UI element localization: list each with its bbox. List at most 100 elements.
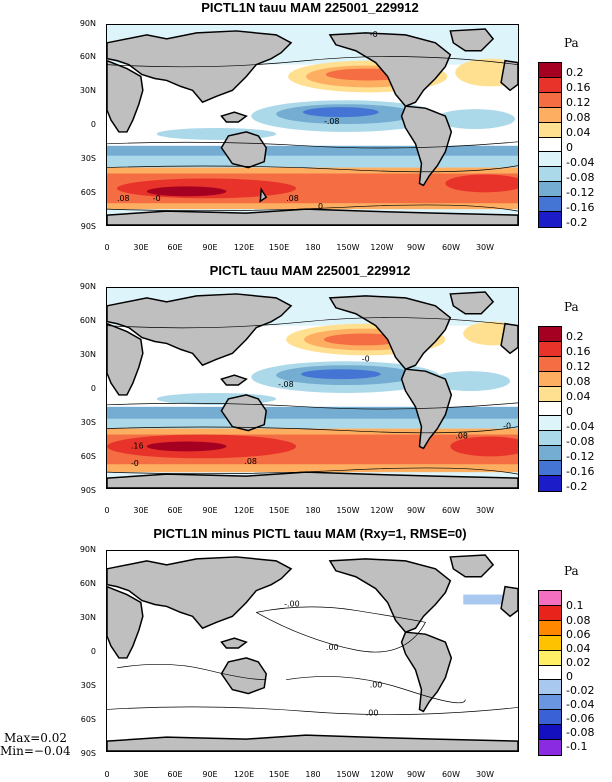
panel1-lat-tick: 90N <box>79 19 96 28</box>
panel3-lon-tick: 120E <box>233 770 255 779</box>
colorbar-swatch <box>539 92 561 108</box>
panel2-map-svg: -0 -.08 .16 -0 .08 .08 -0 <box>107 288 518 488</box>
panel3-colorbar-label: 0.08 <box>566 614 591 627</box>
panel3-colorbar-label: -0.02 <box>566 684 595 697</box>
colorbar-swatch <box>539 725 561 741</box>
colorbar-swatch <box>539 152 561 168</box>
panel1-map-svg: -0 -.08 .08 -0 .08 0 <box>107 25 518 225</box>
colorbar-swatch <box>539 212 561 227</box>
panel1-contour-label: -.08 <box>324 117 340 126</box>
panel1-lat-tick: 0 <box>90 120 96 129</box>
colorbar-swatch <box>539 461 561 477</box>
panel3-lon-tick: 30W <box>475 770 495 779</box>
panel1-lon-tick: 120E <box>233 243 255 252</box>
panel3-title: PICTL1N minus PICTL tauu MAM (Rxy=1, RMS… <box>153 526 467 541</box>
panel3-contour-label: -.00 <box>284 599 300 608</box>
panel1-colorbar-label: 0.04 <box>566 126 591 139</box>
panel1-contour-label: -0 <box>370 30 378 39</box>
panel1-lon-tick: 150W <box>336 243 360 252</box>
panel2-lon-tick: 150W <box>336 506 360 515</box>
panel2-colorbar-label: -0.16 <box>566 465 595 478</box>
panel2-lon-tick: 30E <box>133 506 149 515</box>
panel3-lat-tick: 90S <box>80 749 96 758</box>
panel3-colorbar-label: 0.04 <box>566 642 591 655</box>
colorbar-swatch <box>539 476 561 491</box>
colorbar-swatch <box>539 431 561 447</box>
colorbar-swatch <box>539 167 561 183</box>
panel2-lon-tick: 60W <box>441 506 461 515</box>
panel2-lon-tick: 0 <box>104 506 110 515</box>
colorbar-swatch <box>539 371 561 387</box>
panel1-lat-tick: 30N <box>79 86 96 95</box>
land-masses <box>107 291 518 488</box>
panel1-lat-tick: 30S <box>80 154 96 163</box>
panel2-contour-label: -0 <box>503 422 511 431</box>
colorbar-swatch <box>539 386 561 402</box>
land-masses <box>107 554 518 751</box>
panel3-lat-tick: 90N <box>79 545 96 554</box>
panel3-contour-label: .00 <box>370 681 383 690</box>
colorbar-swatch <box>539 695 561 711</box>
panel1-colorbar-label: -0.12 <box>566 186 595 199</box>
panel3-colorbar-label: 0.1 <box>566 599 584 612</box>
panel2-lon-tick: 150E <box>268 506 290 515</box>
panel2-colorbar-label: 0.04 <box>566 390 591 403</box>
panel2-colorbar-label: 0.2 <box>566 330 584 343</box>
panel3-lon-tick: 180 <box>305 770 321 779</box>
panel2-lon-tick: 180 <box>305 506 321 515</box>
panel2-colorbar-label: 0.16 <box>566 345 591 358</box>
panel2-contour-label: .16 <box>131 441 144 450</box>
panel1-lon-tick: 90E <box>202 243 218 252</box>
panel3-lon-tick: 60W <box>441 770 461 779</box>
panel1-lon-tick: 30E <box>133 243 149 252</box>
panel3-map-svg: -.00 .00 .00 .00 <box>107 551 518 751</box>
panel2-colorbar-label: -0.2 <box>566 480 588 493</box>
panel1-colorbar-label: 0.08 <box>566 111 591 124</box>
colorbar-swatch <box>539 122 561 138</box>
colorbar-swatch <box>539 635 561 651</box>
panel2-colorbar-label: 0.12 <box>566 360 591 373</box>
panel2-colorbar <box>538 326 562 492</box>
panel2-contour-label: .08 <box>244 457 257 466</box>
colorbar-swatch <box>539 182 561 198</box>
colorbar-swatch <box>539 137 561 153</box>
colorbar-swatch <box>539 77 561 93</box>
colorbar-swatch <box>539 446 561 462</box>
max-stat: Max=0.02 <box>4 731 67 745</box>
panel2-lon-tick: 60E <box>167 506 183 515</box>
panel3-contour-label: .00 <box>326 643 339 652</box>
colorbar-swatch <box>539 416 561 432</box>
colorbar-swatch <box>539 341 561 357</box>
panel1-contour-label: -0 <box>153 194 161 203</box>
panel2-lat-tick: 60S <box>80 452 96 461</box>
colorbar-swatch <box>539 356 561 372</box>
panel1-colorbar-label: -0.16 <box>566 201 595 214</box>
panel1-map: -0 -.08 .08 -0 .08 0 <box>106 24 519 226</box>
panel1-lon-tick: 30W <box>475 243 495 252</box>
panel1-colorbar-label: 0.2 <box>566 66 584 79</box>
panel2-contour-label: -.08 <box>278 380 294 389</box>
panel1-lon-tick: 0 <box>104 243 110 252</box>
panel1-colorbar-label: -0.2 <box>566 216 588 229</box>
colorbar-swatch <box>539 591 561 606</box>
panel1-colorbar-label: -0.08 <box>566 171 595 184</box>
panel3-colorbar-label: 0.06 <box>566 628 591 641</box>
panel3-lon-tick: 90E <box>202 770 218 779</box>
panel3-lat-tick: 30N <box>79 613 96 622</box>
colorbar-swatch <box>539 605 561 621</box>
panel1-lon-tick: 150E <box>268 243 290 252</box>
panel1-colorbar-label: 0.12 <box>566 96 591 109</box>
panel3-colorbar-label: 0.02 <box>566 656 591 669</box>
panel2-colorbar-label: 0.08 <box>566 375 591 388</box>
panel2-lat-tick: 30N <box>79 350 96 359</box>
panel3-colorbar-label: -0.06 <box>566 712 595 725</box>
panel2-lat-tick: 90S <box>80 486 96 495</box>
colorbar-swatch <box>539 620 561 636</box>
panel2-title: PICTL tauu MAM 225001_229912 <box>209 263 411 278</box>
panel2-map: -0 -.08 .16 -0 .08 .08 -0 <box>106 287 519 489</box>
panel2-lat-tick: 0 <box>90 384 96 393</box>
panel2-colorbar-label: -0.04 <box>566 420 595 433</box>
panel1-lon-tick: 60E <box>167 243 183 252</box>
panel2-lat-tick: 90N <box>79 282 96 291</box>
panel3-colorbar <box>538 590 562 756</box>
